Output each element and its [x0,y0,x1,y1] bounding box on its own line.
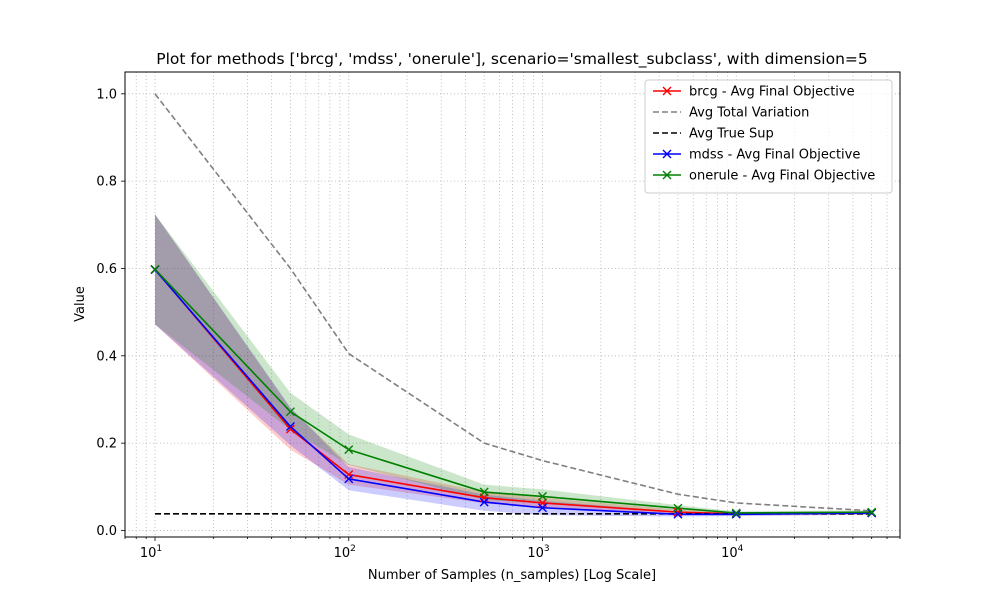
x-tick-label: 103 [527,544,549,561]
legend-label: Avg Total Variation [689,106,809,121]
y-axis-label: Value [73,286,88,322]
data-point [285,422,295,432]
data-point [479,487,489,497]
legend-entry: Avg Total Variation [653,106,809,121]
series-lines [154,93,872,516]
x-axis-label: Number of Samples (n_samples) [Log Scale… [368,568,656,583]
series-markers [150,264,877,519]
legend-label: mdss - Avg Final Objective [689,148,860,163]
data-point [673,503,683,513]
data-point [150,264,160,274]
x-tick-label: 102 [334,544,356,561]
x-tick-label: 101 [140,544,162,561]
legend-label: onerule - Avg Final Objective [689,169,875,184]
y-tick-label: 0.0 [96,524,117,539]
legend: brcg - Avg Final Objective Avg Total Vari… [644,79,893,194]
y-axis-ticks: 0.0 0.2 0.4 0.6 0.8 1.0 [96,87,125,539]
y-tick-label: 0.4 [96,349,117,364]
y-tick-label: 0.2 [96,437,117,452]
legend-label: Avg True Sup [689,127,774,142]
data-point [731,509,741,519]
legend-entry: brcg - Avg Final Objective [653,85,855,100]
x-axis-ticks: 101 102 103 104 [124,537,901,561]
y-tick-label: 0.8 [96,175,117,190]
data-point [538,503,548,513]
data-point [344,445,354,455]
chart-title: Plot for methods ['brcg', 'mdss', 'oneru… [156,50,868,69]
x-tick-label: 104 [721,544,744,561]
legend-entry: Avg True Sup [653,127,774,142]
data-point [867,507,877,517]
data-point [285,424,295,434]
legend-label: brcg - Avg Final Objective [689,85,855,100]
series-line [154,268,872,514]
data-point [731,508,741,518]
legend-entry: mdss - Avg Final Objective [653,148,860,163]
series-line [154,269,872,516]
data-point [285,407,295,417]
legend-entry: onerule - Avg Final Objective [653,169,875,184]
series-line [154,93,872,512]
data-point [479,497,489,507]
y-tick-label: 0.6 [96,262,117,277]
data-point [673,507,683,517]
data-point [538,491,548,501]
data-point [344,474,354,484]
legend-box [644,79,893,194]
y-tick-label: 1.0 [96,87,117,102]
